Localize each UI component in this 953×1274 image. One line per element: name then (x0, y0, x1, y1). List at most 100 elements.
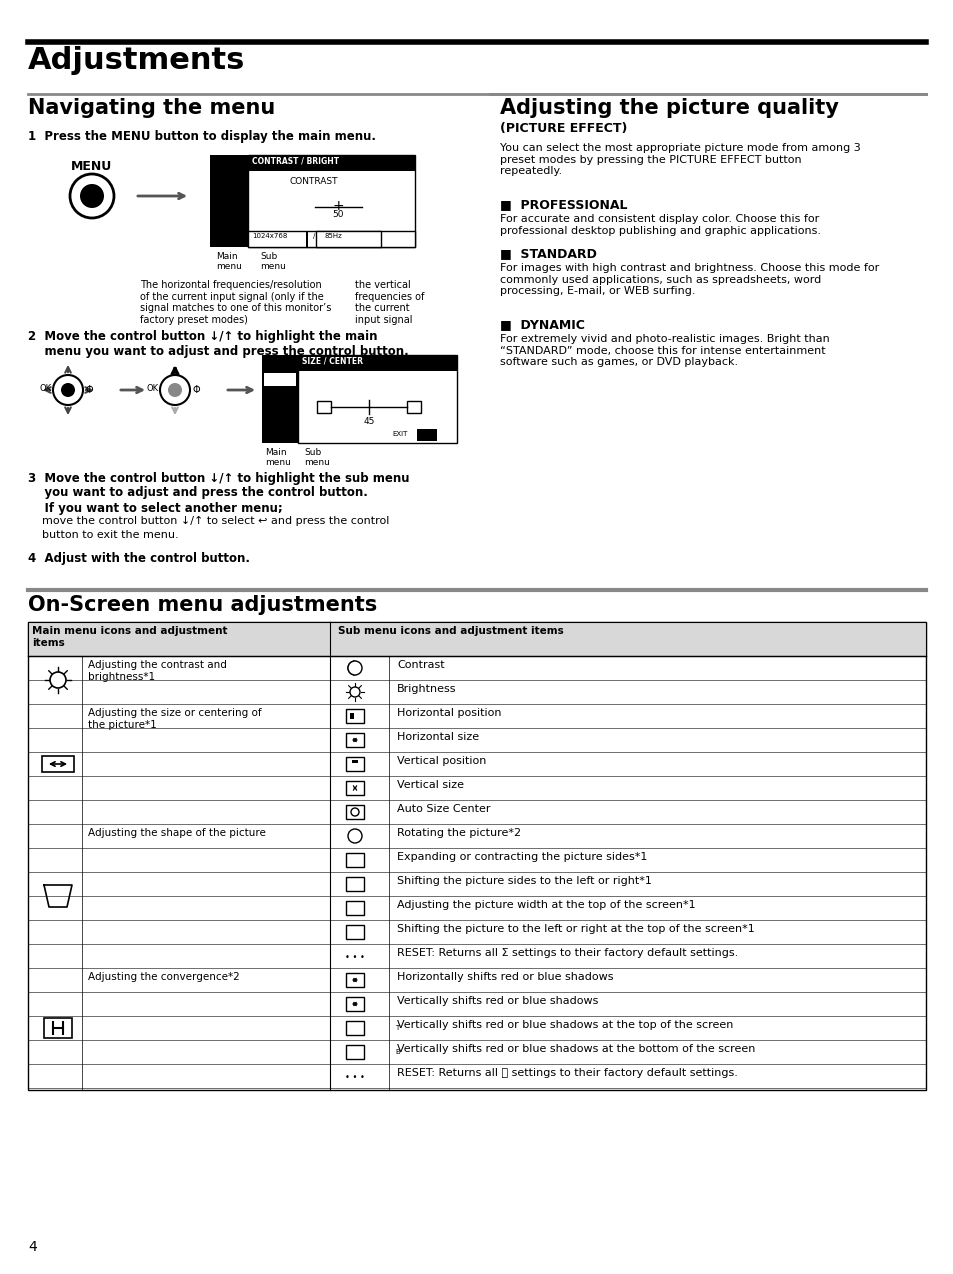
Bar (42, 755, 74, 772)
Text: Main menu icons and adjustment
items: Main menu icons and adjustment items (32, 626, 227, 647)
Bar (297, 355, 456, 371)
Bar (210, 155, 248, 247)
Text: • • •: • • • (345, 953, 365, 962)
Bar (262, 355, 297, 443)
Text: 2  Move the control button ↓/↑ to highlight the main
    menu you want to adjust: 2 Move the control button ↓/↑ to highlig… (28, 330, 408, 358)
Text: button to exit the menu.: button to exit the menu. (28, 530, 178, 540)
Bar (248, 155, 415, 247)
Bar (346, 854, 364, 868)
Bar (315, 231, 380, 247)
Bar (346, 710, 364, 724)
Bar (346, 1045, 364, 1059)
Text: 4  Adjust with the control button.: 4 Adjust with the control button. (28, 552, 250, 564)
Text: ■  STANDARD: ■ STANDARD (499, 247, 597, 260)
Text: Vertical position: Vertical position (396, 755, 486, 766)
Circle shape (70, 175, 113, 218)
Text: Horizontal size: Horizontal size (396, 733, 478, 741)
Bar (28, 622, 925, 1091)
Circle shape (53, 375, 83, 405)
Bar (346, 925, 364, 939)
Text: Vertical size: Vertical size (396, 780, 463, 790)
Bar (316, 401, 331, 413)
Bar (346, 805, 364, 819)
Bar (407, 401, 420, 413)
Text: You can select the most appropriate picture mode from among 3
preset modes by pr: You can select the most appropriate pict… (499, 143, 860, 176)
Text: Brightness: Brightness (396, 684, 456, 694)
Text: Sub
menu: Sub menu (304, 448, 330, 468)
Bar (346, 781, 364, 795)
Text: Rotating the picture*2: Rotating the picture*2 (396, 828, 520, 838)
Bar (346, 733, 364, 747)
Text: CONTRAST: CONTRAST (290, 177, 338, 186)
Circle shape (80, 183, 104, 208)
Circle shape (348, 661, 361, 675)
Text: 1024x768: 1024x768 (252, 233, 287, 240)
Bar (44, 1018, 71, 1038)
Text: 50: 50 (332, 210, 343, 219)
Bar (346, 998, 364, 1012)
Text: Adjustments: Adjustments (28, 46, 245, 75)
Text: Sub
menu: Sub menu (260, 252, 286, 271)
Text: move the control button ↓/↑ to select ↩ and press the control: move the control button ↓/↑ to select ↩ … (28, 516, 389, 526)
Text: 85Hz: 85Hz (325, 233, 342, 240)
Text: +: + (332, 199, 343, 213)
Text: The horizontal frequencies/resolution
of the current input signal (only if the
s: The horizontal frequencies/resolution of… (140, 280, 331, 325)
Text: Adjusting the convergence*2: Adjusting the convergence*2 (88, 972, 239, 982)
Polygon shape (348, 661, 355, 675)
Text: 3  Move the control button ↓/↑ to highlight the sub menu: 3 Move the control button ↓/↑ to highlig… (28, 471, 409, 485)
Text: Φ: Φ (193, 385, 200, 395)
Bar (346, 1020, 364, 1034)
Bar (346, 757, 364, 771)
Bar (297, 355, 456, 443)
Text: Φ: Φ (86, 385, 93, 395)
Bar (264, 373, 295, 386)
Text: Vertically shifts red or blue shadows at the bottom of the screen: Vertically shifts red or blue shadows at… (396, 1043, 755, 1054)
Text: 4: 4 (28, 1240, 37, 1254)
Text: 45: 45 (363, 417, 375, 426)
Text: Adjusting the size or centering of
the picture*1: Adjusting the size or centering of the p… (88, 708, 261, 730)
Bar (416, 429, 436, 441)
Text: T: T (395, 1026, 399, 1031)
Text: (PICTURE EFFECT): (PICTURE EFFECT) (499, 122, 627, 135)
Bar (28, 622, 925, 656)
Text: EXIT: EXIT (392, 431, 407, 437)
Text: the vertical
frequencies of
the current
input signal: the vertical frequencies of the current … (355, 280, 424, 325)
Text: CONTRAST / BRIGHT: CONTRAST / BRIGHT (252, 155, 338, 166)
Text: B: B (395, 1049, 399, 1055)
Circle shape (350, 687, 359, 697)
Text: Adjusting the picture quality: Adjusting the picture quality (499, 98, 838, 118)
Bar (248, 155, 415, 171)
Text: ■  DYNAMIC: ■ DYNAMIC (499, 318, 584, 331)
Bar (350, 713, 354, 719)
Circle shape (50, 671, 66, 688)
Text: RESET: Returns all Ⓞ settings to their factory default settings.: RESET: Returns all Ⓞ settings to their f… (396, 1068, 737, 1078)
Text: /: / (313, 233, 317, 240)
Text: Vertically shifts red or blue shadows at the top of the screen: Vertically shifts red or blue shadows at… (396, 1020, 733, 1029)
Text: • • •: • • • (345, 1073, 365, 1082)
Text: On-Screen menu adjustments: On-Screen menu adjustments (28, 595, 376, 615)
Text: Navigating the menu: Navigating the menu (28, 98, 275, 118)
Text: Shifting the picture sides to the left or right*1: Shifting the picture sides to the left o… (396, 877, 651, 885)
Text: Vertically shifts red or blue shadows: Vertically shifts red or blue shadows (396, 996, 598, 1006)
Bar (346, 901, 364, 915)
Text: Shifting the picture to the left or right at the top of the screen*1: Shifting the picture to the left or righ… (396, 924, 754, 934)
Text: Expanding or contracting the picture sides*1: Expanding or contracting the picture sid… (396, 852, 647, 862)
Text: Main
menu: Main menu (265, 448, 291, 468)
Bar (346, 877, 364, 891)
Text: Auto Size Center: Auto Size Center (396, 804, 490, 814)
Text: OK: OK (147, 383, 159, 392)
Circle shape (160, 375, 190, 405)
Text: RESET: Returns all Σ settings to their factory default settings.: RESET: Returns all Σ settings to their f… (396, 948, 738, 958)
Text: For extremely vivid and photo-realistic images. Bright than
“STANDARD” mode, cho: For extremely vivid and photo-realistic … (499, 334, 829, 367)
Bar (248, 231, 415, 247)
Text: Contrast: Contrast (396, 660, 444, 670)
Text: 1  Press the MENU button to display the main menu.: 1 Press the MENU button to display the m… (28, 130, 375, 143)
Text: ■  PROFESSIONAL: ■ PROFESSIONAL (499, 197, 627, 211)
Bar (346, 973, 364, 987)
Text: Horizontally shifts red or blue shadows: Horizontally shifts red or blue shadows (396, 972, 613, 982)
Bar (306, 231, 308, 247)
Text: OK: OK (40, 383, 52, 392)
Text: Horizontal position: Horizontal position (396, 708, 501, 719)
Text: Adjusting the contrast and
brightness*1: Adjusting the contrast and brightness*1 (88, 660, 227, 682)
Circle shape (168, 383, 182, 397)
